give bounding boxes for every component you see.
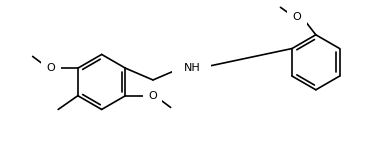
Text: NH: NH bbox=[184, 63, 200, 73]
Text: O: O bbox=[47, 63, 55, 73]
Text: O: O bbox=[148, 91, 157, 101]
Text: O: O bbox=[292, 12, 301, 22]
